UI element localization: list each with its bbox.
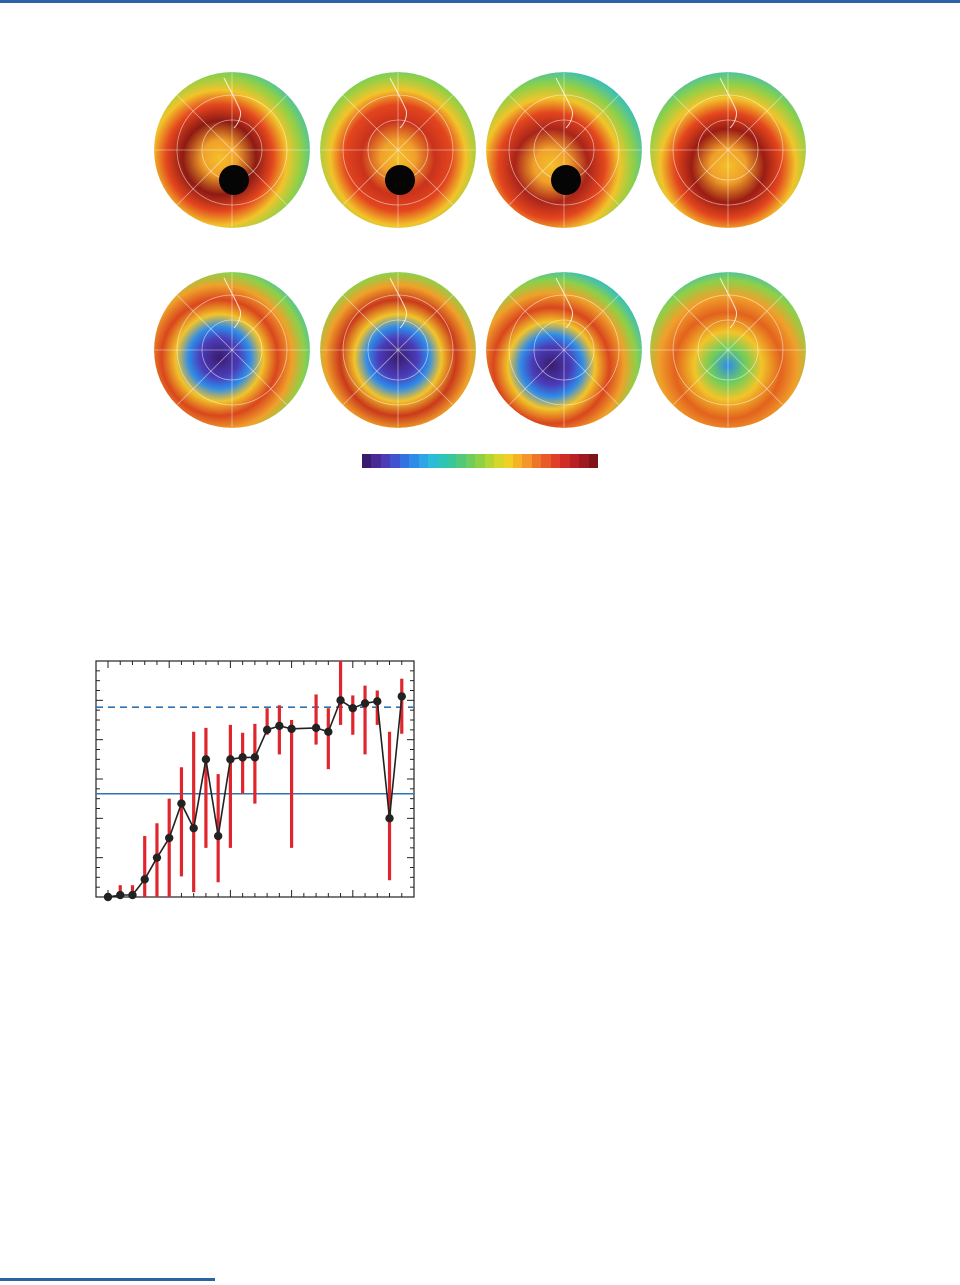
lower-row-globe-2: [320, 272, 476, 428]
colorbar-swatch: [418, 454, 429, 468]
lower-row-globe-3: [486, 272, 642, 428]
data-point: [336, 696, 345, 705]
header-rule: [0, 0, 960, 3]
data-point: [238, 753, 247, 762]
colorbar-swatch: [371, 454, 381, 468]
colorbar-swatch: [522, 454, 532, 468]
colorbar-swatch: [494, 454, 504, 468]
lower-row-globe-1: [154, 272, 310, 428]
data-point: [189, 823, 198, 833]
colorbar-swatch: [503, 454, 513, 468]
colorbar-swatch: [465, 454, 476, 468]
colorbar-swatch: [560, 454, 570, 468]
data-point: [373, 697, 382, 706]
ozone-map-figure: [150, 72, 810, 472]
ozone-hole-chart: [90, 655, 420, 905]
data-point: [128, 890, 137, 900]
data-point: [360, 699, 370, 708]
colorbar-swatch: [579, 454, 589, 468]
colorbar-swatch: [380, 454, 391, 468]
data-point: [250, 753, 260, 762]
colorbar-swatch: [475, 454, 485, 468]
data-point: [213, 831, 223, 841]
colorbar-swatch: [513, 454, 523, 468]
colorbar-swatch: [531, 454, 542, 468]
colorbar-swatch: [428, 454, 438, 468]
data-point: [275, 721, 284, 731]
data-point: [201, 755, 211, 764]
data-point: [397, 692, 406, 701]
colorbar-swatch: [446, 454, 457, 468]
colorbar-swatch: [569, 454, 580, 468]
colorbar-swatch: [390, 454, 400, 468]
colorbar: [362, 454, 598, 468]
colorbar-swatch: [437, 454, 447, 468]
data-point: [165, 833, 174, 843]
upper-row-globe-1: [154, 72, 310, 228]
data-point: [152, 853, 162, 862]
data-point: [226, 755, 235, 764]
data-point: [116, 890, 125, 900]
data-point: [348, 704, 357, 713]
data-point: [177, 799, 186, 808]
lower-row-globe-4: [650, 272, 806, 428]
upper-row-globe-2: [320, 72, 476, 228]
chart-canvas: [95, 660, 415, 902]
colorbar-swatch: [409, 454, 419, 468]
data-point: [262, 725, 272, 735]
upper-row-globe-3: [486, 72, 642, 228]
upper-row-globe-4: [650, 72, 806, 228]
footnote-rule: [0, 1278, 215, 1281]
colorbar-swatch: [541, 454, 551, 468]
colorbar-swatch: [399, 454, 410, 468]
data-point: [140, 875, 149, 884]
data-point: [324, 727, 333, 736]
data-point: [385, 814, 394, 823]
colorbar-swatch: [484, 454, 495, 468]
data-point: [311, 723, 321, 733]
data-point: [103, 892, 113, 902]
colorbar-swatch: [550, 454, 561, 468]
colorbar-swatch: [456, 454, 466, 468]
data-point: [287, 724, 296, 734]
colorbar-swatch: [588, 454, 598, 468]
colorbar-swatch: [362, 454, 372, 468]
